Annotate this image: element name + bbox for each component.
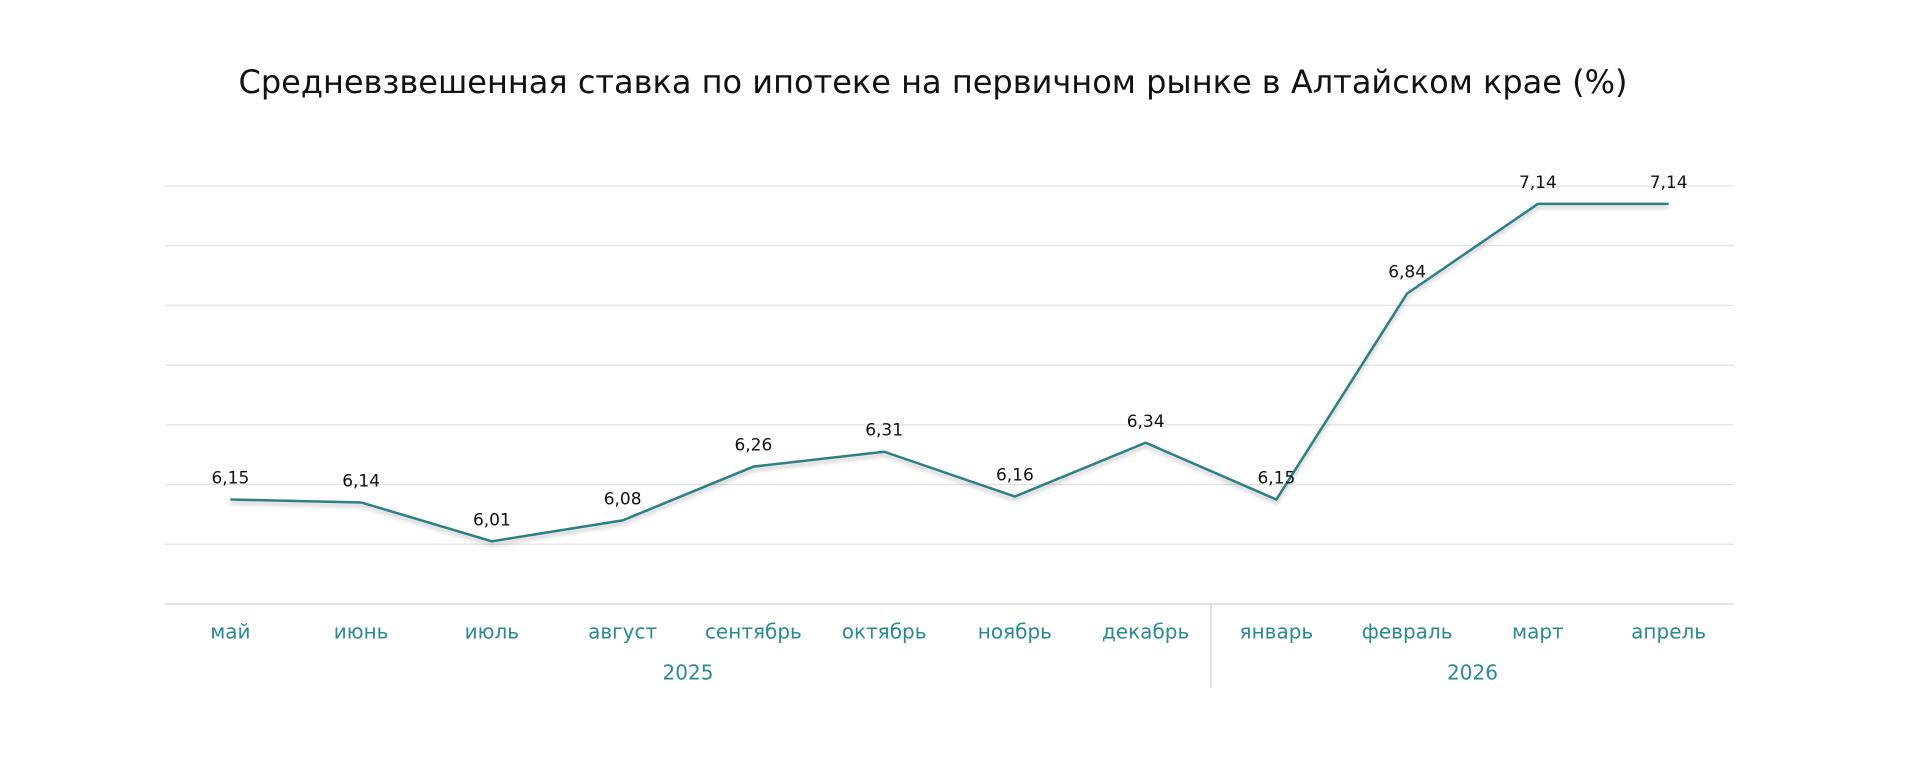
x-tick-label: май — [210, 620, 250, 644]
data-label: 6,34 — [1127, 412, 1165, 432]
x-tick-label: август — [588, 620, 657, 644]
data-label: 6,14 — [342, 471, 380, 491]
x-tick-label: ноябрь — [978, 620, 1052, 644]
group-label: 2026 — [1447, 661, 1498, 685]
data-label: 6,31 — [865, 421, 903, 441]
x-tick-label: апрель — [1631, 620, 1706, 644]
data-label: 6,16 — [996, 466, 1034, 486]
data-label: 6,15 — [1257, 469, 1295, 489]
x-tick-label: январь — [1240, 620, 1314, 644]
data-label: 6,84 — [1388, 262, 1426, 282]
group-label: 2025 — [663, 661, 714, 685]
data-label: 6,08 — [604, 489, 642, 509]
data-label: 6,26 — [734, 436, 772, 456]
x-tick-label: октябрь — [842, 620, 927, 644]
x-tick-label: июнь — [334, 620, 389, 644]
x-tick-label: декабрь — [1102, 620, 1189, 644]
x-tick-label: сентябрь — [705, 620, 802, 644]
data-label: 6,01 — [473, 510, 511, 530]
x-tick-label: март — [1512, 620, 1564, 644]
data-label: 7,14 — [1519, 173, 1557, 193]
data-label: 7,14 — [1650, 173, 1688, 193]
chart-title: Средневзвешенная ставка по ипотеке на пе… — [238, 63, 1627, 101]
data-label: 6,15 — [211, 469, 249, 489]
line — [230, 202, 1669, 543]
x-tick-label: февраль — [1362, 620, 1453, 644]
x-tick-label: июль — [465, 620, 519, 644]
